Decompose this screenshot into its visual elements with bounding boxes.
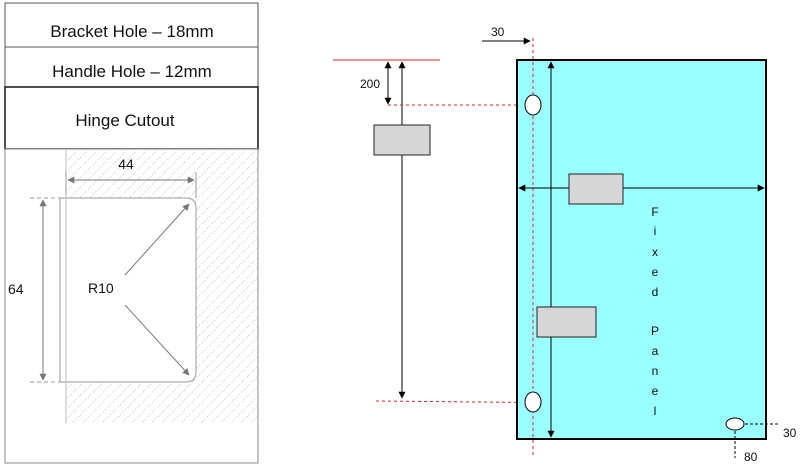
hinge-block-bottom	[536, 306, 597, 338]
offset-label: 200	[360, 77, 380, 91]
fixed-letter: e	[652, 265, 659, 279]
panel-letter: l	[654, 404, 657, 418]
legend-table: Bracket Hole – 18mm Handle Hole – 12mm H…	[4, 2, 259, 150]
handle-hole-label: Handle Hole – 12mm	[52, 62, 212, 81]
panel-letter: e	[652, 384, 659, 398]
fixed-letter: i	[654, 224, 657, 238]
hinge-cutout-detail: 44 64 R10	[4, 148, 259, 464]
panel-letter: n	[652, 364, 659, 378]
bracket-hole-label: Bracket Hole – 18mm	[50, 22, 213, 41]
bracket-hole-top	[524, 94, 542, 116]
fixed-letter: F	[651, 205, 658, 219]
side-view: 200	[333, 59, 581, 404]
bottom-offset-label: 80	[744, 450, 758, 464]
panel-body	[516, 59, 767, 440]
hinge-block-top	[568, 173, 624, 205]
bracket-hole-bottom	[524, 391, 542, 413]
fixed-panel-label: F i x e d P a n e l	[651, 205, 659, 418]
top-offset-label: 30	[491, 25, 505, 39]
hinge-cutout-label: Hinge Cutout	[75, 111, 175, 130]
radius-label: R10	[88, 280, 114, 296]
right-offset-label: 30	[783, 426, 797, 440]
handle-hole	[725, 417, 745, 431]
width-label: 44	[118, 156, 134, 172]
panel-letter: P	[651, 324, 659, 338]
fixed-letter: d	[652, 285, 659, 299]
fixed-panel: 30 30 80 F i x e d P a n e l	[482, 25, 797, 464]
cutout-pocket	[59, 197, 197, 383]
side-block	[373, 124, 431, 156]
height-label: 64	[8, 281, 24, 297]
fixed-letter: x	[652, 245, 658, 259]
panel-letter: a	[652, 344, 659, 358]
